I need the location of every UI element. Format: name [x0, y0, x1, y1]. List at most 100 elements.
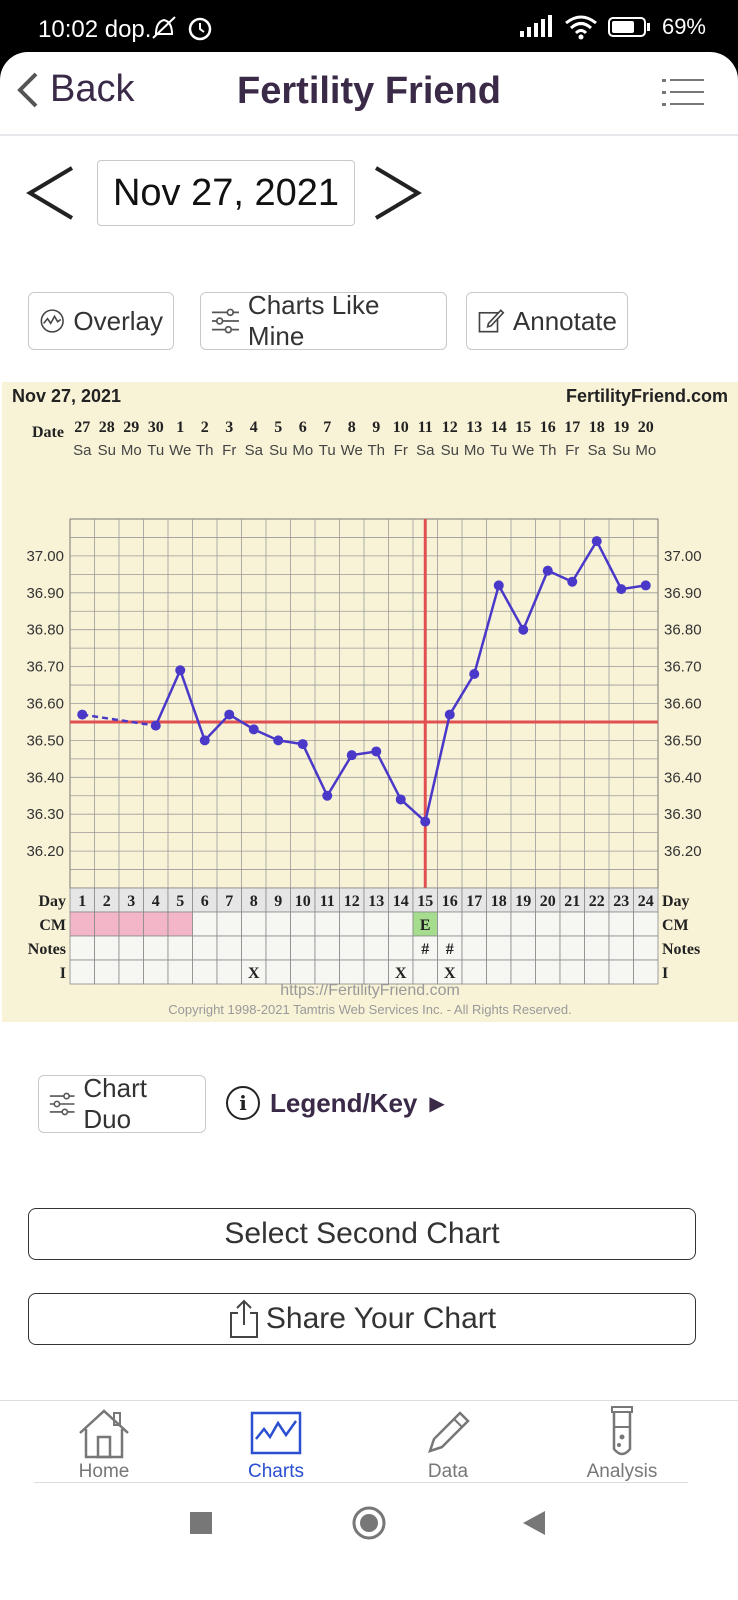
overlay-button[interactable]: Overlay — [28, 292, 174, 350]
tab-home-label: Home — [78, 1461, 130, 1482]
select-second-chart-button[interactable]: Select Second Chart — [28, 1208, 696, 1260]
notes-cell — [559, 935, 585, 961]
cm-cell — [633, 911, 659, 937]
annotate-button[interactable]: Annotate — [466, 292, 628, 350]
charts-like-mine-button[interactable]: Charts Like Mine — [200, 290, 447, 351]
cycle-day-label: 18 — [491, 893, 507, 910]
cm-cell — [265, 911, 291, 937]
cm-cell — [559, 911, 585, 937]
notes-cell — [633, 935, 659, 961]
day-cell — [584, 887, 610, 913]
x-date-label: 7 — [323, 419, 331, 436]
tab-charts[interactable]: Charts — [206, 1401, 346, 1485]
x-weekday-label: Tu — [319, 442, 336, 459]
recents-square-icon[interactable] — [190, 1512, 212, 1534]
i-cell — [118, 959, 144, 985]
notes-cell — [118, 935, 144, 961]
temp-segment — [375, 750, 402, 801]
i-cell — [633, 959, 659, 985]
cycle-day-label: 24 — [638, 893, 654, 910]
back-triangle-icon[interactable] — [523, 1511, 545, 1535]
x-weekday-label: Tu — [490, 442, 507, 459]
info-icon: i — [226, 1086, 260, 1120]
tab-data[interactable]: Data — [378, 1401, 518, 1485]
temp-point — [77, 709, 88, 720]
cycle-day-label: 7 — [225, 893, 233, 910]
temp-point — [542, 565, 553, 576]
day-cell — [290, 887, 316, 913]
chart-duo-button[interactable]: Chart Duo — [38, 1073, 206, 1134]
line-chart-icon — [250, 1411, 302, 1455]
x-date-label: 19 — [613, 419, 629, 436]
legend-key-link[interactable]: i Legend/Key ▶ — [226, 1086, 445, 1120]
temp-point — [371, 746, 382, 757]
temp-point — [297, 739, 308, 750]
status-right: 69% — [518, 14, 706, 40]
day-cell — [192, 887, 218, 913]
x-date-label: 11 — [418, 419, 433, 436]
cycle-day-label: 2 — [103, 893, 111, 910]
cm-cell — [437, 911, 463, 937]
list-menu-icon[interactable] — [662, 78, 704, 108]
i-cell — [535, 959, 561, 985]
cycle-day-label: 3 — [127, 893, 135, 910]
cycle-day-label: 5 — [176, 893, 184, 910]
cycle-day-label: 21 — [564, 893, 580, 910]
notes-row-label-right: Notes — [662, 941, 700, 958]
cycle-day-label: 13 — [368, 893, 384, 910]
x-date-label: 2 — [201, 419, 209, 436]
battery-icon — [607, 17, 650, 37]
home-circle-icon[interactable] — [352, 1506, 386, 1540]
charts-like-mine-label: Charts Like Mine — [247, 290, 380, 351]
chart-url: https://FertilityFriend.com — [280, 982, 460, 999]
annotate-label: Annotate — [512, 305, 617, 336]
x-date-label: 1 — [176, 419, 184, 436]
tab-home[interactable]: Home — [34, 1401, 174, 1485]
x-weekday-label: Fr — [222, 442, 236, 459]
temp-point — [616, 584, 627, 595]
y-tick-right: 36.70 — [664, 659, 702, 676]
x-weekday-label: Su — [98, 442, 116, 459]
cm-cell — [167, 911, 193, 937]
legend-key-label: Legend/Key — [270, 1087, 418, 1118]
date-field[interactable]: Nov 27, 2021 — [97, 160, 355, 226]
temp-segment — [424, 714, 451, 822]
cycle-day-label: 23 — [613, 893, 629, 910]
cycle-day-label: 17 — [466, 893, 482, 910]
notes-cell — [143, 935, 169, 961]
prev-date-arrow-icon[interactable] — [22, 160, 82, 226]
y-tick-left: 36.50 — [26, 732, 64, 749]
pencil-icon — [428, 1411, 470, 1453]
x-weekday-label: Su — [612, 442, 630, 459]
notes-cell — [290, 935, 316, 961]
cm-cell — [584, 911, 610, 937]
cycle-day-label: 12 — [344, 893, 360, 910]
tab-analysis-label: Analysis — [586, 1461, 658, 1482]
chart-header-date: Nov 27, 2021 — [12, 386, 121, 406]
day-cell — [559, 887, 585, 913]
y-tick-left: 36.30 — [26, 806, 64, 823]
back-button[interactable]: Back — [14, 68, 134, 111]
bottom-tab-bar: Home Charts Data Analysis — [0, 1400, 738, 1485]
notes-cell — [584, 935, 610, 961]
next-date-arrow-icon[interactable] — [368, 160, 428, 226]
i-cell — [339, 959, 365, 985]
temp-segment — [326, 754, 353, 797]
cm-cell — [510, 911, 536, 937]
temp-point — [322, 790, 333, 801]
share-chart-button[interactable]: Share Your Chart — [28, 1293, 696, 1345]
back-label: Back — [50, 68, 135, 110]
chart-duo-label: Chart Duo — [83, 1073, 147, 1134]
cm-row-label-left: CM — [39, 917, 66, 934]
app-header: Back Fertility Friend — [0, 52, 738, 136]
i-cell — [241, 959, 267, 985]
temp-point — [273, 735, 284, 746]
app-window: Back Fertility Friend Nov 27, 2021 Overl… — [0, 52, 738, 1600]
temp-point — [199, 735, 210, 746]
temp-point — [640, 580, 651, 591]
temp-point — [567, 576, 578, 587]
tab-analysis[interactable]: Analysis — [552, 1401, 692, 1485]
y-tick-right: 37.00 — [664, 548, 702, 565]
wifi-icon — [565, 15, 597, 40]
cm-cell — [241, 911, 267, 937]
